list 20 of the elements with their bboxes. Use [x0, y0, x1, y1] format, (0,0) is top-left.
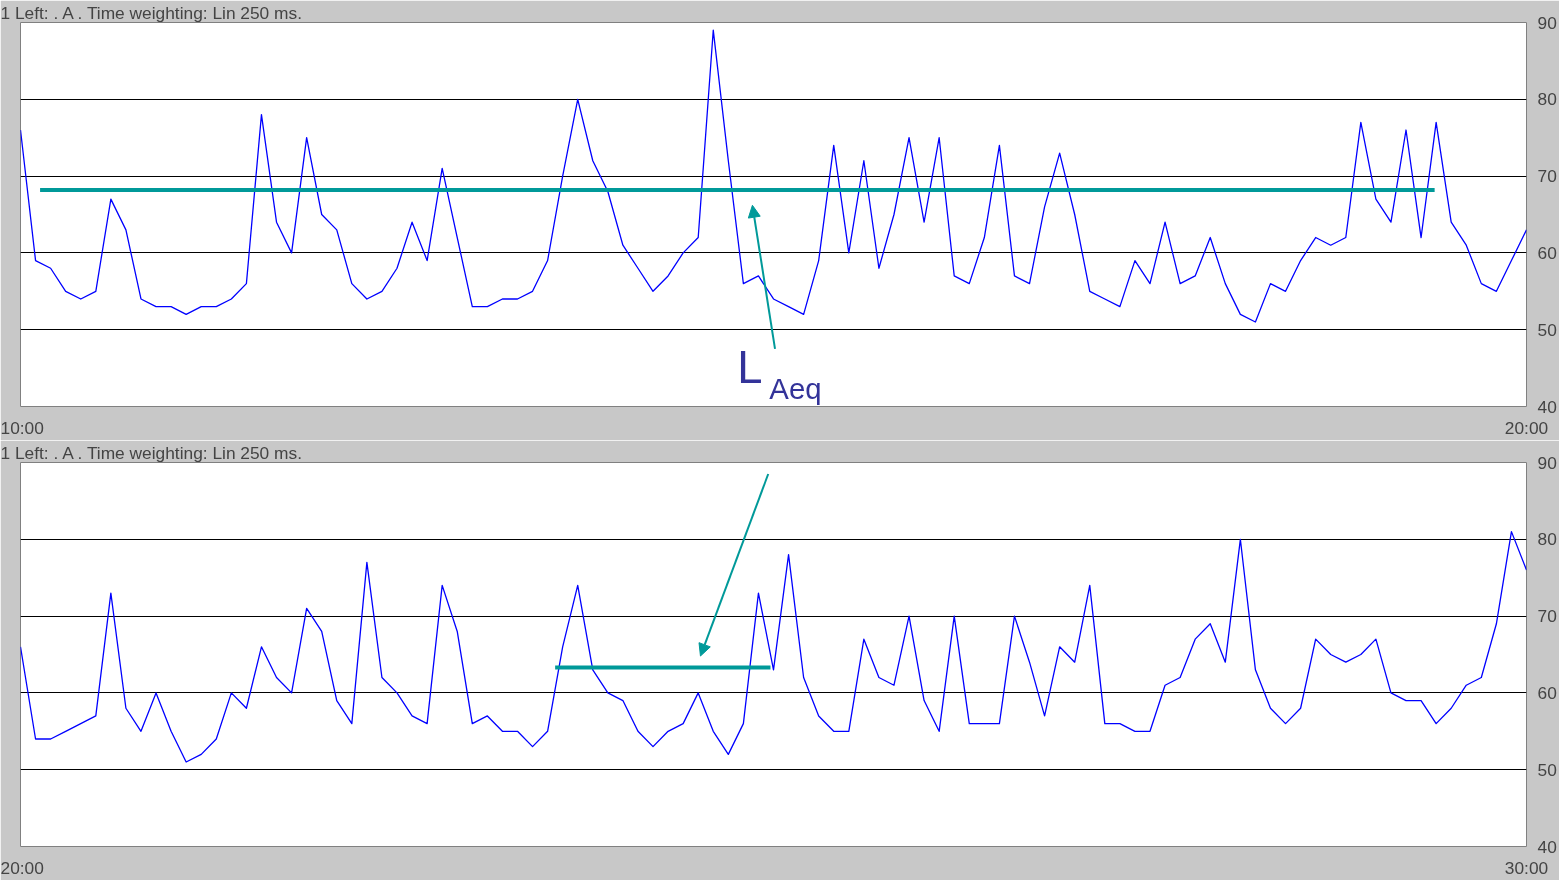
chart-title: 1 Left: . A . Time weighting: Lin 250 ms. — [0, 442, 302, 463]
line-series — [20, 29, 1527, 323]
y-tick-label: 50 — [1537, 759, 1557, 780]
y-tick-label: 90 — [1537, 452, 1557, 473]
x-tick-label: 20:00 — [1504, 417, 1549, 438]
y-tick-label: 60 — [1537, 682, 1557, 703]
x-tick-label: 20:00 — [0, 857, 44, 878]
chart-title: 1 Left: . A . Time weighting: Lin 250 ms. — [0, 2, 302, 23]
y-tick-label: 50 — [1537, 319, 1557, 340]
y-tick-label: 40 — [1537, 836, 1557, 857]
line-series — [20, 530, 1527, 763]
y-tick-label: 80 — [1537, 529, 1557, 550]
y-tick-label: 40 — [1537, 396, 1557, 417]
y-tick-label: 80 — [1537, 89, 1557, 110]
y-tick-label: 60 — [1537, 242, 1557, 263]
y-tick-label: 90 — [1537, 12, 1557, 33]
x-tick-label: 30:00 — [1504, 857, 1549, 878]
y-tick-label: 70 — [1537, 166, 1557, 187]
y-tick-label: 70 — [1537, 606, 1557, 627]
x-tick-label: 10:00 — [0, 417, 44, 438]
